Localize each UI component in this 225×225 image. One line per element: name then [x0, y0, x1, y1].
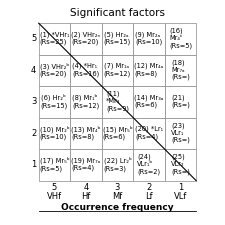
Text: VLf: VLf	[174, 192, 187, 201]
Bar	[165, 23, 196, 55]
Text: (24)
VLr₁ᵇ
(Rs=2): (24) VLr₁ᵇ (Rs=2)	[137, 154, 160, 175]
Text: (4) *Hr₁
(Rs=16): (4) *Hr₁ (Rs=16)	[72, 63, 100, 77]
Text: Mf: Mf	[112, 192, 123, 201]
Text: (2) VHr₂ₙ
(Rs=20): (2) VHr₂ₙ (Rs=20)	[71, 31, 101, 45]
Bar	[133, 86, 165, 118]
Text: VHf: VHf	[47, 192, 62, 201]
Text: 2: 2	[146, 183, 152, 192]
Bar	[102, 149, 133, 181]
Bar	[39, 118, 70, 149]
Text: (25)
VLr₂
(Rs=): (25) VLr₂ (Rs=)	[171, 154, 190, 175]
Bar	[165, 86, 196, 118]
Bar	[133, 23, 165, 55]
Text: (19) Mr₇ₐ
(Rs=4): (19) Mr₇ₐ (Rs=4)	[71, 157, 101, 171]
Text: (1) *VHr₁
(Rs=25): (1) *VHr₁ (Rs=25)	[40, 31, 69, 45]
Bar	[102, 23, 133, 55]
Text: (5) Hr₂ₐ
(Rs=15): (5) Hr₂ₐ (Rs=15)	[104, 31, 131, 45]
Text: Significant factors: Significant factors	[70, 7, 165, 18]
Text: 4: 4	[83, 183, 89, 192]
Text: (14) Mr₃ₐ
(Rs=6): (14) Mr₃ₐ (Rs=6)	[134, 94, 164, 108]
Bar	[70, 149, 102, 181]
Text: 1: 1	[178, 183, 183, 192]
Bar	[70, 86, 102, 118]
Text: (11)
*Mr₃
(Rs=9): (11) *Mr₃ (Rs=9)	[106, 91, 129, 112]
Bar	[165, 55, 196, 86]
Text: (17) Mr₅ᵇ
(Rs=5): (17) Mr₅ᵇ (Rs=5)	[40, 157, 69, 172]
Text: (22) Lr₂ᵇ
(Rs=3): (22) Lr₂ᵇ (Rs=3)	[104, 157, 131, 172]
Bar	[165, 149, 196, 181]
Text: (23)
VLr₁
(Rs=): (23) VLr₁ (Rs=)	[171, 122, 190, 143]
Text: (15) Mr₅ᵇ
(Rs=6): (15) Mr₅ᵇ (Rs=6)	[103, 125, 132, 140]
Text: 3: 3	[31, 97, 36, 106]
Bar	[70, 23, 102, 55]
Text: 5: 5	[52, 183, 57, 192]
Text: 5: 5	[31, 34, 36, 43]
Bar	[102, 118, 133, 149]
Text: (3) VHr₂ᵇ
(Rs=20): (3) VHr₂ᵇ (Rs=20)	[40, 62, 69, 77]
Text: Lf: Lf	[145, 192, 153, 201]
Text: Hf: Hf	[81, 192, 91, 201]
Text: (7) Mr₁ₐ
(Rs=12): (7) Mr₁ₐ (Rs=12)	[104, 63, 131, 77]
Text: (6) Hr₂ᵇ
(Rs=15): (6) Hr₂ᵇ (Rs=15)	[41, 94, 68, 109]
Text: (16)
Mr₄ᶜ
(Rs=5): (16) Mr₄ᶜ (Rs=5)	[169, 28, 192, 49]
Text: (10) Mr₂ᵇ
(Rs=10): (10) Mr₂ᵇ (Rs=10)	[40, 125, 69, 140]
Text: (8) Mr₁ᵇ
(Rs=12): (8) Mr₁ᵇ (Rs=12)	[72, 94, 100, 109]
Text: Occurrence frequency: Occurrence frequency	[61, 203, 174, 212]
Bar	[39, 86, 70, 118]
Text: (21)
(Rs=): (21) (Rs=)	[171, 94, 190, 108]
Text: 2: 2	[31, 129, 36, 138]
Bar	[39, 55, 70, 86]
Bar	[70, 118, 102, 149]
Text: (12) Mr₄ₐ
(Rs=8): (12) Mr₄ₐ (Rs=8)	[134, 63, 164, 77]
Bar	[39, 149, 70, 181]
Text: (20) *Lr₁
(Rs=4): (20) *Lr₁ (Rs=4)	[135, 126, 163, 140]
Text: 3: 3	[115, 183, 120, 192]
Text: (13) Mr₄ᵇ
(Rs=8): (13) Mr₄ᵇ (Rs=8)	[71, 125, 101, 140]
Bar	[133, 55, 165, 86]
Bar	[133, 149, 165, 181]
Bar	[165, 118, 196, 149]
Text: (18)
Mr₇ₐ
(Rs=): (18) Mr₇ₐ (Rs=)	[171, 59, 190, 80]
Text: 1: 1	[31, 160, 36, 169]
Bar	[70, 55, 102, 86]
Text: 4: 4	[31, 66, 36, 75]
Bar	[102, 55, 133, 86]
Bar	[39, 23, 70, 55]
Bar	[102, 86, 133, 118]
Text: (9) Mr₂ₐ
(Rs=10): (9) Mr₂ₐ (Rs=10)	[135, 31, 163, 45]
Bar	[133, 118, 165, 149]
